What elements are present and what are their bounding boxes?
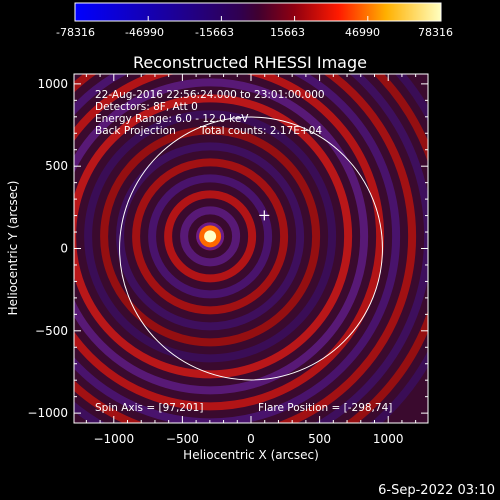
colorbar-label: -15663 <box>195 26 234 39</box>
fringe-ring <box>74 74 385 411</box>
y-axis: 1000 500 0 −500 −1000 <box>27 77 428 420</box>
image-title: Reconstructed RHESSI Image <box>133 53 367 72</box>
info-line-energy: Energy Range: 6.0 - 12.0 keV <box>95 113 249 125</box>
x-tick-label: −500 <box>166 432 199 446</box>
colorbar-label: 15663 <box>270 26 305 39</box>
x-tick-label: 0 <box>247 432 255 446</box>
x-tick-label: 500 <box>308 432 331 446</box>
fringe-ring <box>74 94 353 379</box>
flare-position-text: Flare Position = [-298,74] <box>258 402 392 414</box>
y-tick-label: −1000 <box>27 406 68 420</box>
y-tick-label: −500 <box>35 324 68 338</box>
x-axis: −1000 −500 0 500 1000 <box>85 74 417 446</box>
fringe-ring <box>84 110 337 363</box>
fringe-ring <box>164 190 257 283</box>
spin-axis-text: Spin Axis = [97,201] <box>95 402 203 414</box>
x-tick-label: −1000 <box>93 432 134 446</box>
info-line-time: 22-Aug-2016 22:56:24.000 to 23:01:00.000 <box>95 89 325 101</box>
colorbar-label: 46990 <box>345 26 380 39</box>
spin-axis-marker <box>259 210 270 221</box>
fringe-ring <box>180 206 241 267</box>
x-axis-title: Heliocentric X (arcsec) <box>183 448 319 462</box>
flare-source <box>204 230 217 243</box>
colorbar-labels: -78316 -46990 -15663 15663 46990 78316 <box>56 26 453 39</box>
fringe-ring <box>100 126 321 347</box>
solar-limb-circle <box>119 116 383 381</box>
colorbar-ticks <box>74 16 442 21</box>
y-axis-title: Heliocentric Y (arcsec) <box>6 181 20 316</box>
x-tick-label: 1000 <box>373 432 404 446</box>
info-line-total-counts: Total counts: 2.17E+04 <box>199 125 322 137</box>
y-tick-label: 1000 <box>37 77 68 91</box>
colorbar-label: 78316 <box>418 26 453 39</box>
info-line-method: Back Projection <box>95 125 176 137</box>
footer-timestamp: 6-Sep-2022 03:10 <box>378 483 495 498</box>
colorbar-label: -46990 <box>125 26 164 39</box>
y-tick-label: 500 <box>45 159 68 173</box>
info-line-detectors: Detectors: 8F, Att 0 <box>95 101 198 113</box>
fringe-ring <box>132 158 289 315</box>
fringe-ring <box>148 174 273 299</box>
colorbar <box>74 2 442 22</box>
y-tick-label: 0 <box>60 242 68 256</box>
fringe-ring <box>74 74 417 423</box>
colorbar-label: -78316 <box>56 26 95 39</box>
fringe-ring <box>74 78 369 395</box>
